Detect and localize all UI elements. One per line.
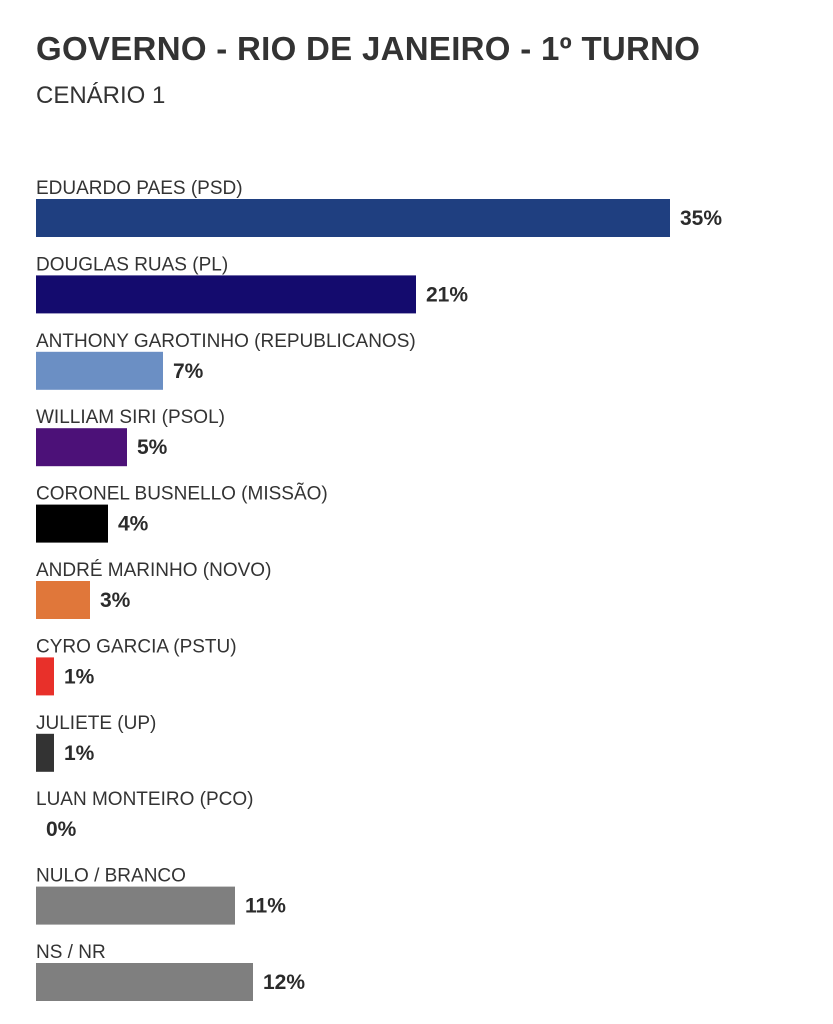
- chart-subtitle: CENÁRIO 1: [36, 82, 166, 109]
- bar: [36, 351, 163, 390]
- value-label: 12%: [263, 971, 305, 994]
- category-label: JULIETE (UP): [36, 713, 156, 734]
- category-label: WILLIAM SIRI (PSOL): [36, 407, 225, 428]
- category-label: ANTHONY GAROTINHO (REPUBLICANOS): [36, 331, 416, 352]
- category-label: NULO / BRANCO: [36, 866, 186, 887]
- value-label: 4%: [118, 513, 149, 536]
- value-label: 3%: [100, 589, 131, 612]
- bar: [36, 963, 253, 1001]
- category-label: EDUARDO PAES (PSD): [36, 178, 243, 199]
- category-label: CYRO GARCIA (PSTU): [36, 636, 237, 657]
- bar: [36, 199, 670, 237]
- bar: [36, 657, 54, 696]
- category-label: DOUGLAS RUAS (PL): [36, 254, 228, 275]
- value-label: 35%: [680, 207, 722, 230]
- category-label: NS / NR: [36, 942, 106, 963]
- category-label: CORONEL BUSNELLO (MISSÃO): [36, 483, 328, 505]
- category-label: ANDRÉ MARINHO (NOVO): [36, 560, 271, 581]
- value-label: 5%: [137, 436, 168, 459]
- bar: [36, 275, 416, 314]
- value-label: 0%: [46, 818, 77, 841]
- bar: [36, 428, 127, 467]
- bar: [36, 886, 235, 925]
- bar: [36, 504, 108, 543]
- category-label: LUAN MONTEIRO (PCO): [36, 789, 253, 810]
- value-label: 21%: [426, 283, 468, 306]
- bar: [36, 733, 54, 772]
- value-label: 7%: [173, 360, 204, 383]
- value-label: 1%: [64, 742, 95, 765]
- value-label: 11%: [245, 895, 286, 918]
- bar: [36, 581, 90, 619]
- value-label: 1%: [64, 665, 95, 688]
- chart-title: GOVERNO - RIO DE JANEIRO - 1º TURNO: [36, 30, 701, 67]
